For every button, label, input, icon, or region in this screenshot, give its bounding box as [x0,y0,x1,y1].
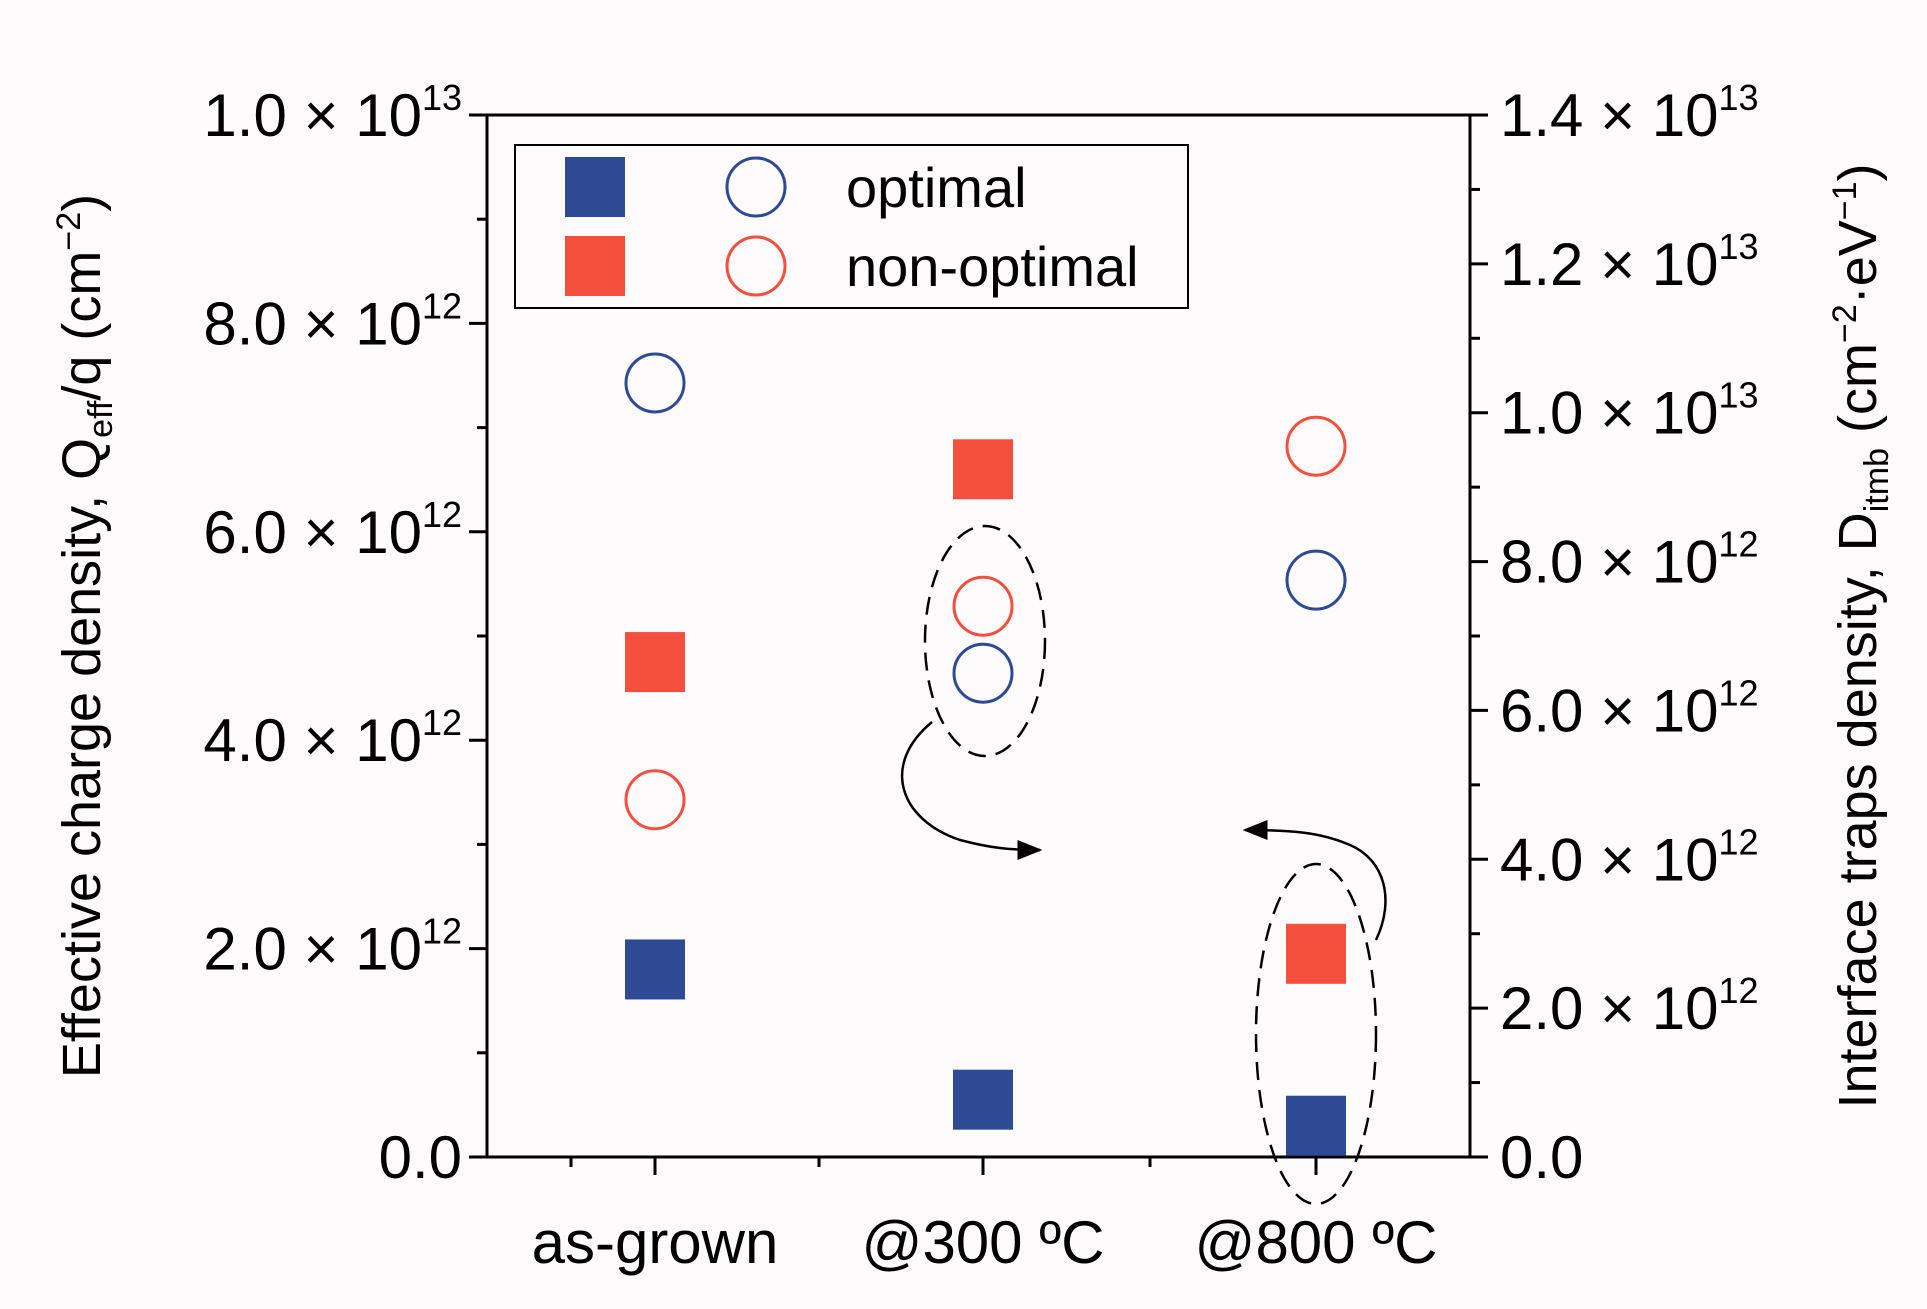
right-axis-title-exp1: −2 [1826,304,1864,343]
left-tick-exponent: 12 [422,494,462,535]
left-tick-exponent: 12 [422,911,462,952]
left-tick-mantissa: 4.0 × 10 [203,707,422,774]
legend-swatch-optimal-circle [725,156,787,218]
right-tick-label: 1.4 × 1013 [1500,77,1759,149]
point-circle-optimal [624,352,686,414]
left-tick-label: 2.0 × 1012 [203,911,462,983]
right-tick-exponent: 13 [1719,226,1759,267]
right-tick-label: 0.0 [1500,1124,1583,1191]
left-tick-label: 4.0 × 1012 [203,702,462,774]
right-tick-mantissa: 0.0 [1500,1124,1583,1191]
left-tick-mantissa: 0.0 [379,1124,462,1191]
right-tick-label: 2.0 × 1012 [1500,970,1759,1042]
right-tick-exponent: 12 [1719,524,1759,565]
right-tick-exponent: 12 [1719,821,1759,862]
right-axis-title-sub: itmb [1858,448,1896,512]
left-axis-title-tail: /q (cm [52,251,112,401]
left-tick-label: 6.0 × 1012 [203,494,462,566]
right-axis-title: Interface traps density, Ditmb (cm−2·eV−… [1826,163,1896,1108]
left-axis-title-main: Effective charge density, Q [52,438,112,1078]
right-tick-label: 8.0 × 1012 [1500,524,1759,596]
point-square-optimal [953,1069,1013,1130]
annotation-ellipse-800 [1254,862,1378,1206]
point-circle-non-optimal [952,575,1014,637]
right-tick-label: 4.0 × 1012 [1500,821,1759,893]
left-tick-exponent: 12 [422,702,462,743]
left-axis-title-sub: eff [82,400,120,438]
point-square-optimal [1286,1095,1346,1156]
legend-label-optimal: optimal [846,156,1027,219]
right-tick-mantissa: 8.0 × 10 [1500,529,1719,596]
right-axis-title-mid: ·eV [1828,220,1888,304]
left-axis-title-exp: −2 [50,212,88,251]
legend-box [514,144,1189,309]
point-square-optimal [625,939,685,1000]
right-tick-exponent: 12 [1719,970,1759,1011]
left-tick-mantissa: 6.0 × 10 [203,499,422,566]
left-axis-title: Effective charge density, Qeff/q (cm−2) [50,194,120,1078]
right-tick-mantissa: 6.0 × 10 [1500,677,1719,744]
left-tick-label: 0.0 [379,1124,462,1191]
right-tick-exponent: 13 [1719,375,1759,416]
right-tick-mantissa: 4.0 × 10 [1500,826,1719,893]
legend-swatch-optimal-square [565,157,625,217]
legend: optimal non-optimal [514,144,1189,309]
left-tick-mantissa: 1.0 × 10 [203,82,422,149]
right-tick-mantissa: 1.4 × 10 [1500,82,1719,149]
right-tick-label: 6.0 × 1012 [1500,672,1759,744]
category-label-1: @300 ºC [862,1209,1105,1276]
bottom-axis-ticks [569,1157,1318,1175]
right-axis-title-exp2: −1 [1826,181,1864,220]
right-axis-title-close: ) [1828,163,1888,181]
point-circle-non-optimal [1285,415,1347,477]
right-tick-label: 1.2 × 1013 [1500,226,1759,298]
left-tick-mantissa: 2.0 × 10 [203,916,422,983]
right-tick-label: 1.0 × 1013 [1500,375,1759,447]
point-square-non-optimal [1286,923,1346,984]
data-points [624,352,1347,1156]
point-circle-non-optimal [624,769,686,831]
right-tick-exponent: 13 [1719,77,1759,118]
left-axis-title-close: ) [52,194,112,212]
left-tick-exponent: 13 [422,77,462,118]
annotation-ellipse-300 [923,524,1047,758]
annotation-arrow-300 [901,721,1043,860]
right-tick-mantissa: 2.0 × 10 [1500,975,1719,1042]
left-tick-label: 1.0 × 1013 [203,77,462,149]
legend-swatch-nonoptimal-square [565,236,625,296]
right-axis-title-tail: (cm [1828,343,1888,448]
point-circle-optimal [952,642,1014,704]
left-tick-mantissa: 8.0 × 10 [203,290,422,357]
left-tick-exponent: 12 [422,285,462,326]
right-tick-mantissa: 1.2 × 10 [1500,231,1719,298]
right-axis-title-main: Interface traps density, D [1828,512,1888,1108]
legend-label-nonoptimal: non-optimal [846,235,1139,298]
category-label-0: as-grown [532,1209,779,1276]
category-label-2: @800 ºC [1195,1209,1438,1276]
annotation-arrow-800 [1242,820,1387,941]
point-circle-optimal [1285,549,1347,611]
left-tick-label: 8.0 × 1012 [203,285,462,357]
point-square-non-optimal [953,439,1013,500]
point-square-non-optimal [625,632,685,693]
right-tick-exponent: 12 [1719,672,1759,713]
right-tick-mantissa: 1.0 × 10 [1500,380,1719,447]
legend-swatch-nonoptimal-circle [725,235,787,297]
